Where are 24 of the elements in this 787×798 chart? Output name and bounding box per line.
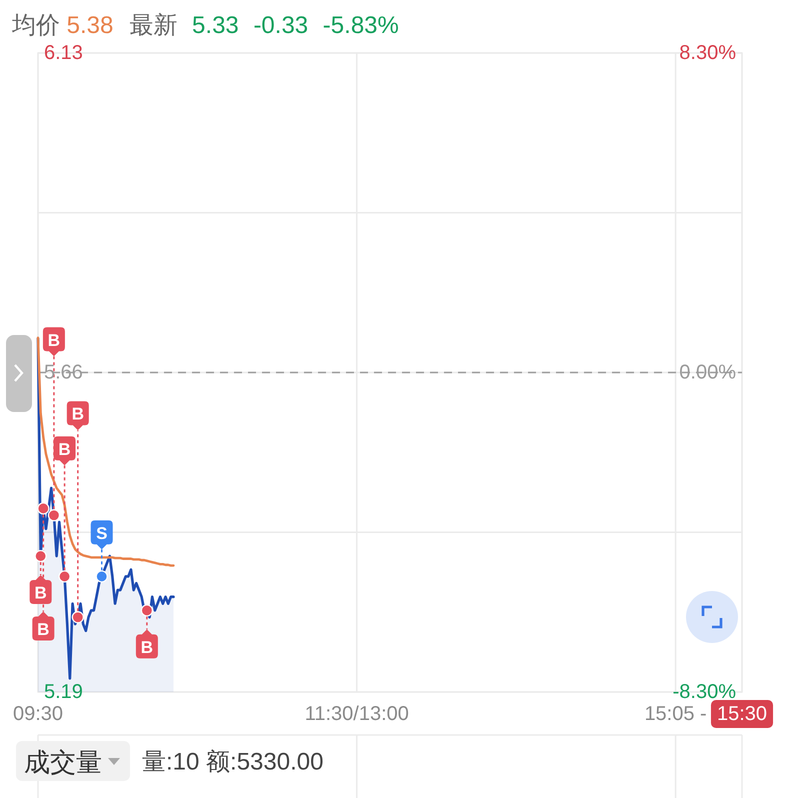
x-tick-label: 15:30 — [716, 703, 768, 725]
subtitle: 最新 5.33 -0.33 -5.83% — [129, 12, 399, 39]
legend-label: B — [34, 584, 47, 603]
y-tick-label: 6.13 — [44, 42, 83, 64]
marker-label: B — [42, 327, 65, 356]
marker-label: B — [30, 575, 52, 604]
marker-label: B — [66, 401, 89, 430]
annotation: 量:10 额:5330.00 — [142, 748, 324, 776]
y-tick-label: 5.19 — [44, 681, 83, 703]
title: 均价 5.38 — [12, 12, 114, 39]
y-tick-label: 5.66 — [44, 362, 83, 384]
x-category-label: 09:30 — [12, 703, 64, 725]
x-category-label: 15:05 - — [644, 703, 707, 725]
x-category-label: 11:30/13:00 — [304, 703, 409, 725]
series-label: S — [96, 524, 108, 543]
y2-tick-label: -8.30% — [672, 681, 736, 703]
marker-label: B — [32, 611, 54, 640]
marker-label: B — [54, 436, 76, 466]
marker-label: B — [136, 629, 158, 658]
annotation: 成交量 — [24, 747, 102, 777]
y2-tick-label: 0.00% — [679, 362, 736, 384]
x-category-label: 15:30 — [710, 700, 774, 728]
y2-tick-label: 8.30% — [679, 42, 736, 64]
marker-label: S — [90, 520, 113, 550]
